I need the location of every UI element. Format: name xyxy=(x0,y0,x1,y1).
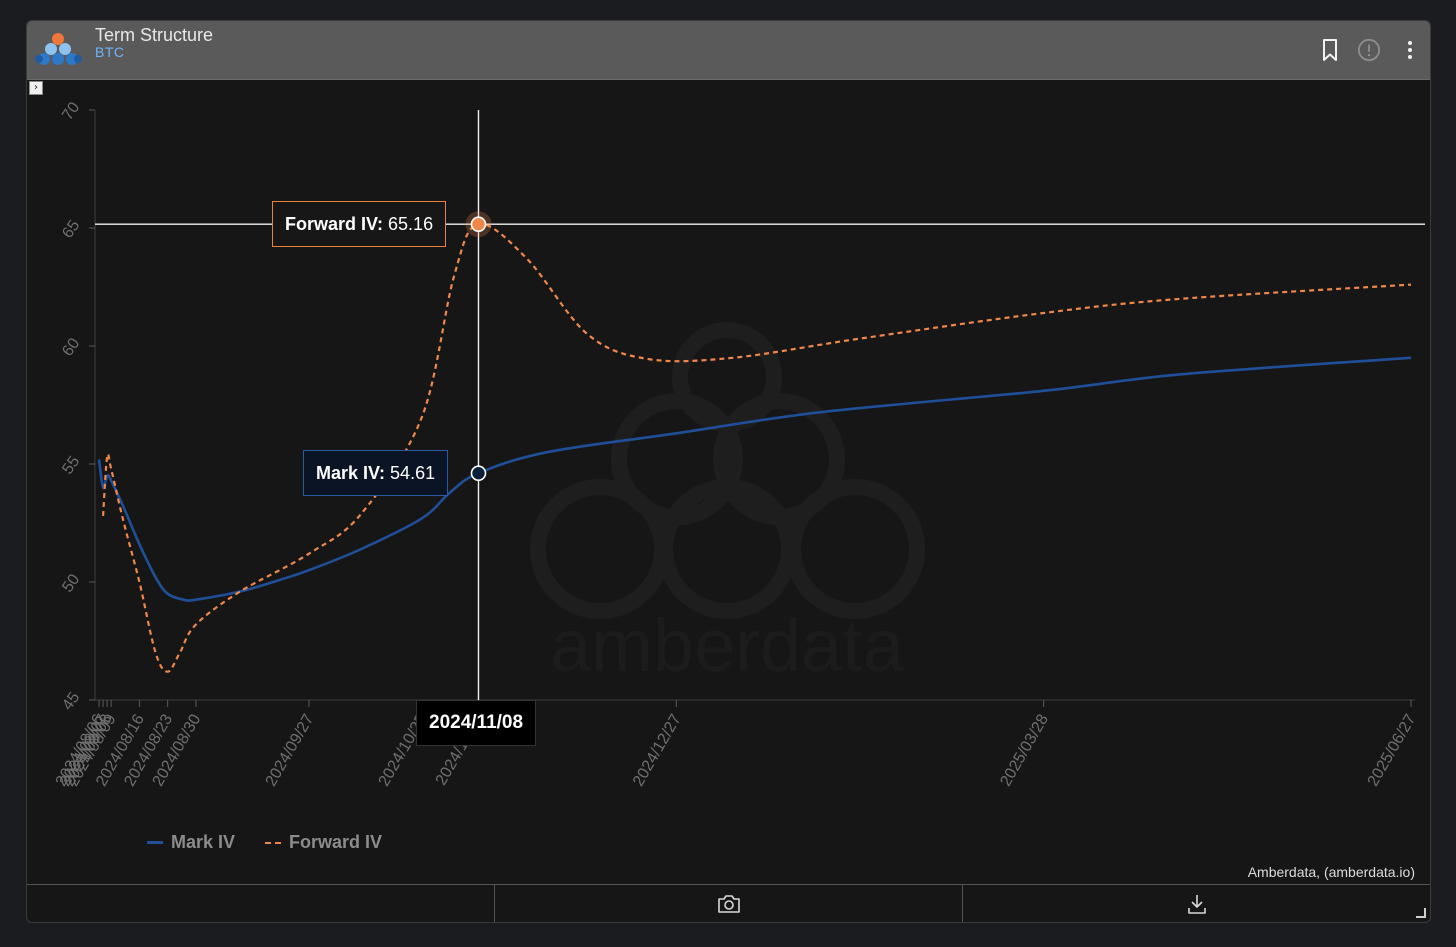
x-tick-label: 2024/09/27 xyxy=(263,711,318,789)
chart-panel: Term Structure BTC › amberdata 45 50 55 60 6… xyxy=(26,20,1431,923)
footer-spacer xyxy=(27,885,495,922)
resize-handle[interactable] xyxy=(1416,908,1426,918)
y-tick-label: 60 xyxy=(59,335,83,359)
date-tooltip: 2024/11/08 xyxy=(416,700,537,746)
chart-credit: Amberdata, (amberdata.io) xyxy=(1247,864,1415,880)
forward-iv-tooltip: Forward IV: 65.16 xyxy=(272,201,447,247)
download-button[interactable] xyxy=(963,885,1430,922)
chart-legend: Mark IV Forward IV xyxy=(147,832,382,853)
series-line-forward-iv xyxy=(102,222,1412,673)
forward-iv-tooltip-label: Forward IV: xyxy=(285,214,384,234)
legend-label-forward-iv: Forward IV xyxy=(289,832,383,852)
legend-swatch-forward-iv xyxy=(265,841,282,844)
alert-icon[interactable] xyxy=(1357,37,1381,63)
term-structure-chart: amberdata 4550556065702024/08/062024/08/… xyxy=(53,99,1425,789)
download-icon xyxy=(1187,895,1206,914)
panel-title: Term Structure xyxy=(95,25,214,45)
bookmark-icon[interactable] xyxy=(1318,37,1342,63)
amberdata-logo xyxy=(35,33,82,65)
legend-swatch-mark-iv xyxy=(147,841,163,844)
y-tick-label: 65 xyxy=(59,217,83,241)
panel-footer xyxy=(27,884,1430,922)
watermark: amberdata xyxy=(530,322,925,687)
x-tick-label: 2025/06/27 xyxy=(1365,711,1420,789)
forward-iv-hover-point xyxy=(470,216,487,233)
x-tick-label: 2025/03/28 xyxy=(997,711,1052,789)
mark-iv-tooltip: Mark IV: 54.61 xyxy=(303,450,449,496)
mark-iv-tooltip-value: 54.61 xyxy=(390,463,436,483)
legend-item-forward-iv[interactable]: Forward IV xyxy=(265,832,382,853)
y-tick-label: 70 xyxy=(59,99,83,123)
more-icon[interactable] xyxy=(1398,37,1422,63)
y-tick-label: 45 xyxy=(59,689,83,713)
legend-item-mark-iv[interactable]: Mark IV xyxy=(147,832,235,853)
mark-iv-hover-point xyxy=(470,465,487,482)
y-tick-label: 50 xyxy=(59,571,83,595)
screenshot-button[interactable] xyxy=(495,885,963,922)
forward-iv-tooltip-value: 65.16 xyxy=(388,214,434,234)
panel-header: Term Structure BTC xyxy=(27,21,1430,80)
camera-icon xyxy=(717,895,740,913)
y-tick-label: 55 xyxy=(59,453,83,477)
mark-iv-tooltip-label: Mark IV: xyxy=(316,463,386,483)
x-tick-label: 2024/12/27 xyxy=(630,711,685,789)
series-line-mark-iv xyxy=(97,356,1412,602)
legend-label-mark-iv: Mark IV xyxy=(171,832,236,852)
watermark-text: amberdata xyxy=(550,604,905,687)
expand-sidebar-button[interactable]: › xyxy=(29,81,43,95)
panel-subtitle: BTC xyxy=(95,44,125,60)
